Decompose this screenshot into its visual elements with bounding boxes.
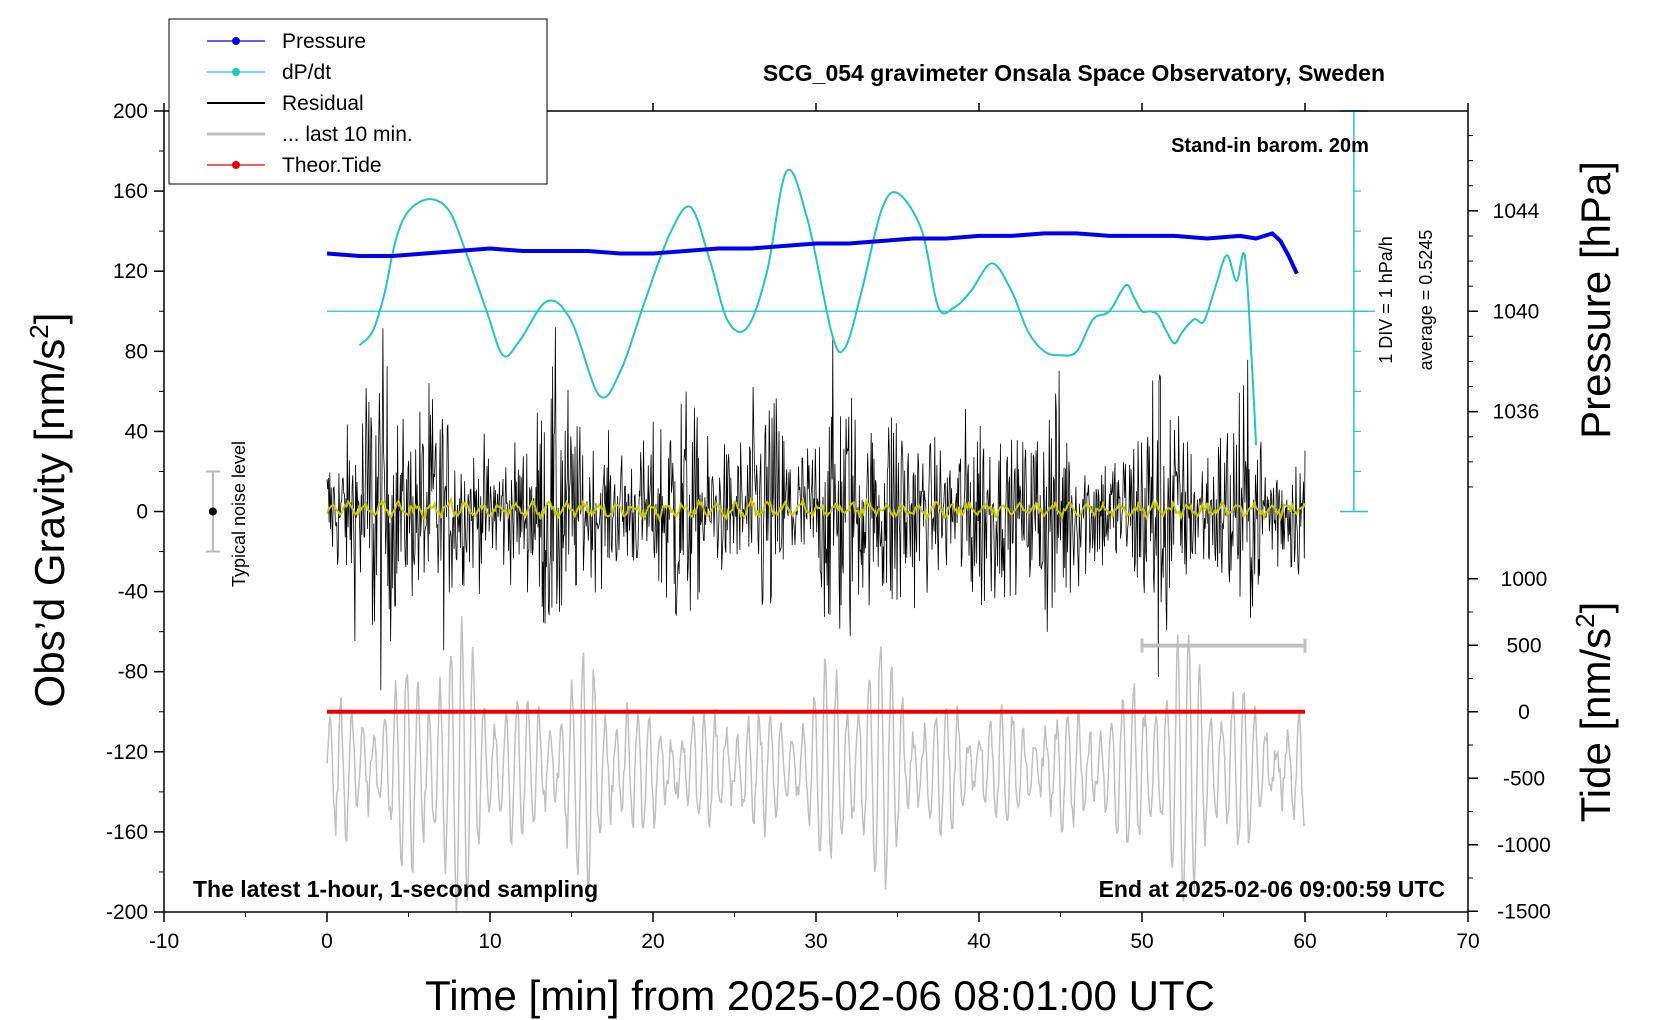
legend-marker-1 <box>232 68 240 76</box>
legend-label-1: dP/dt <box>282 61 331 84</box>
legend-label-3: ... last 10 min. <box>282 123 413 146</box>
y-tick-label-9: 160 <box>113 180 148 203</box>
x-tick-label-8: 70 <box>1456 930 1479 953</box>
stand-in-annotation: Stand-in barom. 20m <box>1171 135 1369 157</box>
y-axis-left-label-end: ] <box>26 313 73 325</box>
legend-label-0: Pressure <box>282 30 366 53</box>
x-tick-label-7: 60 <box>1293 930 1316 953</box>
x-tick-label-6: 50 <box>1130 930 1153 953</box>
legend: Pressure dP/dt Residual ... last 10 min. The… <box>168 18 548 185</box>
x-tick-label-4: 30 <box>804 930 827 953</box>
tide-tick-label-3: 0 <box>1518 701 1530 724</box>
y-tick-label-1: -160 <box>106 821 148 844</box>
tide-tick-label-5: 1000 <box>1501 568 1548 591</box>
last10-series-line <box>326 616 1306 914</box>
y-axis-tide-label: Tide [nm/s2] <box>1570 602 1619 823</box>
x-tick-label-0: -10 <box>149 930 179 953</box>
legend-marker-0 <box>232 37 240 45</box>
noise-level-label: Typical noise level <box>229 441 249 587</box>
y-tick-label-6: 40 <box>125 420 148 443</box>
axes-layer: -10 0 10 20 30 40 50 60 70 -200 -160 -120 -80 -40 0 40 8… <box>106 100 1551 953</box>
bottom-left-annotation: The latest 1-hour, 1-second sampling <box>193 876 598 902</box>
div-annotation: 1 DIV = 1 hPa/h <box>1376 236 1396 364</box>
bottom-right-annotation: End at 2025-02-06 09:00:59 UTC <box>1099 876 1445 902</box>
last10-layer <box>326 616 1307 914</box>
x-tick-label-1: 0 <box>321 930 333 953</box>
legend-box <box>168 18 548 185</box>
tide-tick-label-2: -500 <box>1503 767 1545 790</box>
pressure-tick-label-0: 1036 <box>1493 401 1540 424</box>
y-tick-label-2: -120 <box>106 741 148 764</box>
y-axis-pressure-label: Pressure [hPa] <box>1572 161 1619 439</box>
x-tick-label-2: 10 <box>478 930 501 953</box>
pressure-series-line <box>326 231 1299 275</box>
residual-layer <box>326 327 1306 691</box>
legend-label-4: Theor.Tide <box>282 154 382 177</box>
tide-tick-label-4: 500 <box>1506 634 1541 657</box>
pressure-tick-label-1: 1040 <box>1493 300 1540 323</box>
tide-tick-label-0: -1500 <box>1497 900 1551 923</box>
pressure-tick-label-2: 1044 <box>1493 200 1540 223</box>
y-tick-label-4: -40 <box>118 581 148 604</box>
y-tick-label-0: -200 <box>106 901 148 924</box>
y-axis-tide-label-sup: 2 <box>1570 613 1600 627</box>
noise-level-dot <box>208 507 217 516</box>
x-axis-label: Time [min] from 2025-02-06 08:01:00 UTC <box>425 972 1215 1019</box>
legend-marker-4 <box>232 161 240 169</box>
dpdt-series-line <box>358 168 1258 446</box>
chart-title: SCG_054 gravimeter Onsala Space Observat… <box>763 60 1385 86</box>
series-layer <box>326 168 1306 714</box>
average-annotation: average = 0.5245 <box>1416 230 1436 371</box>
y-tick-label-5: 0 <box>136 501 148 524</box>
x-tick-label-5: 40 <box>967 930 990 953</box>
y-tick-label-8: 120 <box>113 260 148 283</box>
residual-series-line <box>326 327 1306 691</box>
y-axis-tide-label-end: ] <box>1572 602 1619 614</box>
y-tick-label-10: 200 <box>113 100 148 123</box>
smoothed-residual-line <box>326 496 1306 523</box>
tide-tick-label-1: -1000 <box>1497 834 1551 857</box>
y-axis-left-label-main: Obs’d Gravity [nm/s <box>26 339 73 708</box>
x-tick-label-3: 20 <box>641 930 664 953</box>
y-axis-left-label-sup: 2 <box>24 324 54 338</box>
y-axis-tide-label-main: Tide [nm/s <box>1572 628 1619 823</box>
y-tick-label-3: -80 <box>118 661 148 684</box>
legend-label-2: Residual <box>282 92 364 115</box>
y-tick-label-7: 80 <box>125 340 148 363</box>
y-axis-left-label: Obs’d Gravity [nm/s2] <box>24 313 73 708</box>
